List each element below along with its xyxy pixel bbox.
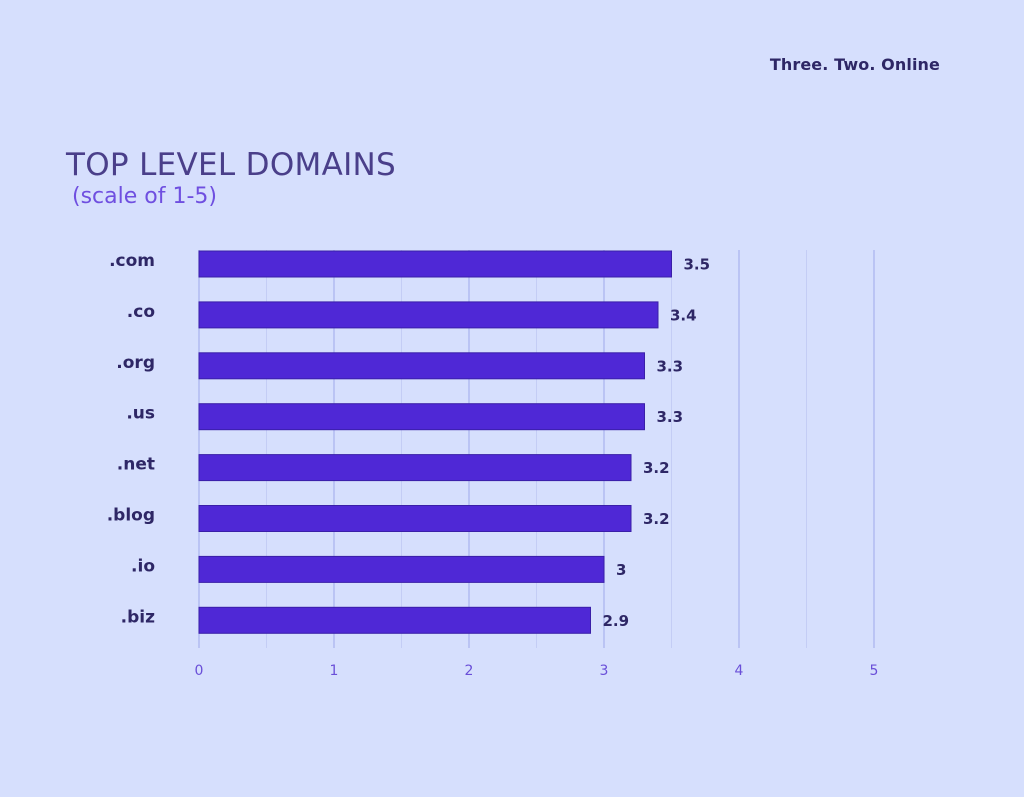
x-tick-label: 2 <box>465 663 474 679</box>
x-tick-label: 5 <box>870 663 879 679</box>
value-label: 3.2 <box>643 459 670 477</box>
category-label: .biz <box>121 607 155 627</box>
category-label: .us <box>126 404 155 424</box>
value-label: 3 <box>616 561 626 579</box>
category-label: .org <box>116 353 155 373</box>
bar <box>198 403 645 431</box>
x-tick-label: 4 <box>735 663 744 679</box>
x-tick-label: 0 <box>195 663 204 679</box>
category-label: .blog <box>107 506 155 526</box>
bar <box>198 352 645 380</box>
value-label: 3.4 <box>670 306 697 324</box>
category-label: .io <box>131 556 155 576</box>
bar <box>198 250 672 278</box>
value-label: 3.3 <box>657 357 684 375</box>
x-tick-label: 3 <box>600 663 609 679</box>
value-labels: 3.5 3.4 3.3 3.3 3.2 3.2 3 2.9 <box>603 256 711 630</box>
bar <box>198 301 659 329</box>
bar <box>198 555 605 583</box>
value-label: 3.5 <box>684 256 711 274</box>
bar <box>198 505 632 532</box>
bar <box>198 606 591 634</box>
x-axis-ticks: 0 1 2 3 4 5 <box>195 663 879 679</box>
value-label: 2.9 <box>603 612 630 630</box>
bars <box>198 250 672 634</box>
x-tick-label: 1 <box>330 663 339 679</box>
category-labels: .com .co .org .us .net .blog .io .biz <box>107 251 155 627</box>
chart-subtitle: (scale of 1-5) <box>72 184 217 209</box>
brand-name: Three. Two. Online <box>769 55 940 74</box>
category-label: .co <box>127 302 155 322</box>
category-label: .com <box>109 251 155 271</box>
bar <box>198 454 632 482</box>
value-label: 3.2 <box>643 510 670 528</box>
chart-title: TOP LEVEL DOMAINS <box>66 147 396 183</box>
value-label: 3.3 <box>657 408 684 426</box>
category-label: .net <box>117 455 155 475</box>
